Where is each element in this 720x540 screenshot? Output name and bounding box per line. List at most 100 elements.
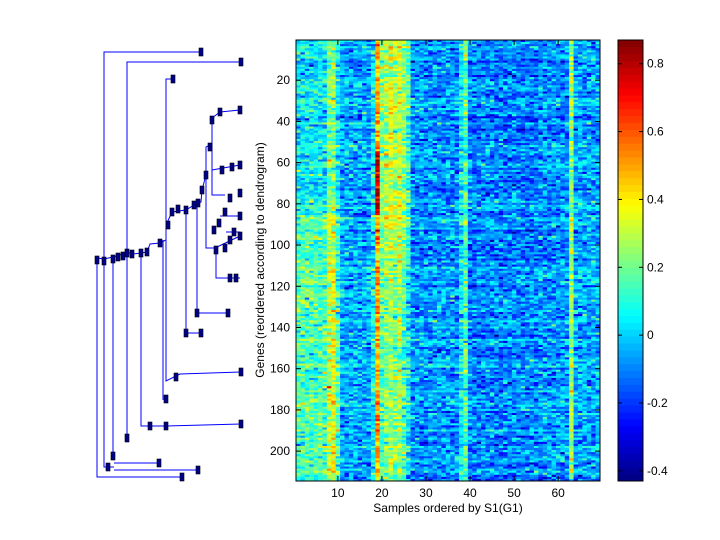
heatmap-cell xyxy=(459,60,464,63)
heatmap-cell xyxy=(392,56,398,59)
heatmap-cell xyxy=(467,105,473,109)
heatmap-cell xyxy=(331,101,336,105)
heatmap-cell xyxy=(560,122,566,125)
heatmap-cell xyxy=(423,153,429,156)
heatmap-cell xyxy=(406,132,411,136)
heatmap-cell xyxy=(450,93,455,96)
heatmap-cell xyxy=(582,91,588,94)
heatmap-cell xyxy=(577,91,583,94)
heatmap-cell xyxy=(397,68,403,72)
heatmap-cell xyxy=(450,147,455,150)
heatmap-cell xyxy=(296,83,301,86)
heatmap-cell xyxy=(525,56,530,59)
heatmap-cell xyxy=(459,124,464,127)
heatmap-cell xyxy=(362,180,367,183)
heatmap-cell xyxy=(401,140,407,144)
heatmap-cell xyxy=(560,97,566,101)
heatmap-cell xyxy=(384,79,389,82)
heatmap-cell xyxy=(296,155,301,158)
heatmap-cell xyxy=(366,130,372,134)
heatmap-cell xyxy=(547,99,552,103)
heatmap-cell xyxy=(586,176,592,179)
heatmap-cell xyxy=(560,118,566,121)
heatmap-cell xyxy=(591,178,596,181)
dendrogram-node xyxy=(237,211,243,221)
heatmap-cell xyxy=(414,143,420,146)
heatmap-cell xyxy=(459,145,464,148)
heatmap-cell xyxy=(309,120,314,123)
heatmap-cell xyxy=(379,54,385,57)
heatmap-cell xyxy=(533,93,539,96)
heatmap-cell xyxy=(586,40,592,43)
heatmap-cell xyxy=(555,140,561,144)
heatmap-cell xyxy=(322,44,328,47)
heatmap-cell xyxy=(348,56,354,59)
heatmap-cell xyxy=(591,118,596,121)
heatmap-cell xyxy=(551,184,557,187)
heatmap-cell xyxy=(551,103,557,107)
heatmap-cell xyxy=(538,112,544,115)
dendrogram-node xyxy=(157,238,163,248)
heatmap-cell xyxy=(406,120,411,123)
heatmap-cell xyxy=(542,173,548,177)
heatmap-cell xyxy=(467,62,473,66)
heatmap-cell xyxy=(335,68,341,72)
heatmap-cell xyxy=(533,77,539,80)
heatmap-cell xyxy=(300,184,306,187)
heatmap-cell xyxy=(384,153,389,156)
heatmap-cell xyxy=(419,97,425,101)
heatmap-cell xyxy=(436,126,442,129)
heatmap-cell xyxy=(432,122,438,125)
heatmap-cell xyxy=(538,77,544,80)
heatmap-cell xyxy=(370,153,376,156)
heatmap-cell xyxy=(304,178,310,181)
heatmap-cell xyxy=(344,134,350,138)
heatmap-cell xyxy=(401,112,407,115)
heatmap-cell xyxy=(463,114,469,117)
heatmap-cell xyxy=(300,122,306,125)
heatmap-cell xyxy=(560,155,566,158)
heatmap-cell xyxy=(357,81,363,84)
heatmap-cell xyxy=(516,157,521,160)
heatmap-cell xyxy=(489,66,495,70)
heatmap-cell xyxy=(410,112,416,115)
heatmap-cell xyxy=(331,161,336,164)
heatmap-cell xyxy=(375,95,381,98)
heatmap-cell xyxy=(542,153,548,156)
heatmap-cell xyxy=(569,151,574,154)
heatmap-cell xyxy=(401,75,407,78)
heatmap-cell xyxy=(340,105,345,109)
heatmap-cell xyxy=(344,89,350,92)
heatmap-cell xyxy=(348,120,354,123)
heatmap-cell xyxy=(401,169,407,173)
heatmap-cell xyxy=(388,44,394,47)
heatmap-cell xyxy=(538,93,544,96)
dendrogram-node xyxy=(227,273,233,283)
heatmap-cell xyxy=(485,157,491,160)
heatmap-cell xyxy=(318,136,323,140)
heatmap-cell xyxy=(428,52,433,55)
heatmap-cell xyxy=(309,159,314,162)
heatmap-cell xyxy=(569,79,574,82)
heatmap-cell xyxy=(542,87,548,90)
heatmap-cell xyxy=(353,101,358,105)
heatmap-cell xyxy=(366,136,372,140)
heatmap-cell xyxy=(472,180,477,183)
heatmap-cell xyxy=(538,105,544,109)
heatmap-cell xyxy=(379,140,385,144)
heatmap-cell xyxy=(467,112,473,115)
heatmap-cell xyxy=(397,72,403,76)
heatmap-cell xyxy=(331,110,336,113)
heatmap-cell xyxy=(555,58,561,61)
heatmap-cell xyxy=(485,118,491,121)
heatmap-cell xyxy=(507,159,513,162)
heatmap-cell xyxy=(353,176,358,179)
heatmap-cell xyxy=(577,161,583,164)
heatmap-cell xyxy=(335,81,341,84)
heatmap-cell xyxy=(485,60,491,63)
heatmap-cell xyxy=(555,81,561,84)
heatmap-cell xyxy=(525,134,530,138)
heatmap-cell xyxy=(560,149,566,152)
heatmap-cell xyxy=(485,173,491,177)
heatmap-cell xyxy=(375,136,381,140)
